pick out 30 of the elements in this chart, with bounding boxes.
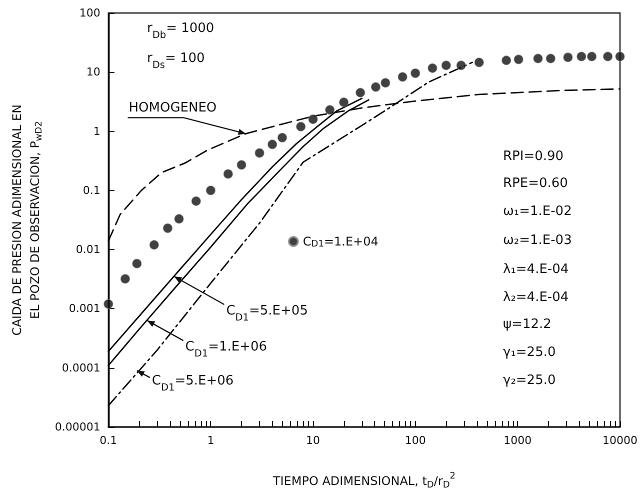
y-tick-label: 0.00001 [54, 420, 100, 434]
x-tick-label: 10000 [602, 434, 638, 447]
annotation: λ₁=4.E-04 [503, 262, 569, 277]
annotation: C$_{D1}$=1.E+06 [185, 340, 268, 360]
y-tick-label: 0.1 [82, 184, 100, 197]
annotation: ω₁=1.E-02 [503, 204, 572, 219]
y-tick-label: 10 [86, 66, 100, 79]
y-tick-label: 100 [79, 6, 100, 20]
x-tick-label: 10 [306, 434, 320, 447]
y-tick-label: 0.001 [68, 302, 100, 316]
annotation: ψ=12.2 [503, 317, 552, 332]
annotation: HOMOGENEO [128, 100, 217, 116]
x-tick-label: 1 [207, 434, 214, 447]
y-tick-label: 0.0001 [62, 361, 100, 374]
y-axis-title: CAIDA DE PRESION ADIMENSIONAL EN EL POZO DE OBSERVACION, PwD2 [10, 104, 44, 336]
annotation: ω₂=1.E-03 [503, 233, 572, 248]
annotation: r$_{Db}$= 1000 [147, 21, 214, 40]
x-tick-label: 100 [404, 434, 426, 447]
annotation: RPE=0.60 [503, 176, 568, 191]
annotation: γ₁=25.0 [503, 345, 556, 360]
annotation: C$_{D1}$=5.E+05 [226, 304, 308, 324]
annotation: λ₂=4.E-04 [503, 290, 569, 305]
y-tick-label: 1 [93, 124, 100, 138]
annotation: RPI=0.90 [503, 149, 564, 164]
annotation: r$_{Ds}$= 100 [147, 51, 205, 70]
y-tick-label: 0.01 [76, 243, 100, 256]
x-tick-label: 1000 [504, 434, 532, 447]
x-tick-label: 0.1 [100, 434, 118, 447]
annotation: C$_{D1}$=5.E+06 [152, 374, 234, 394]
annotation: γ₂=25.0 [503, 373, 556, 388]
